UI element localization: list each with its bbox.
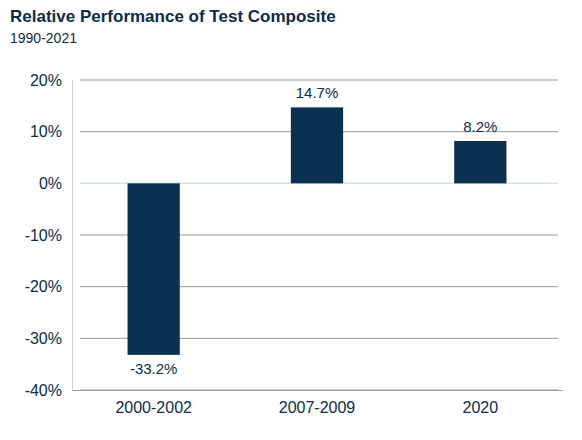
y-tick-label: -40% <box>25 382 62 399</box>
y-tick-label: -20% <box>25 278 62 295</box>
x-tick: 2020 <box>463 390 499 416</box>
y-tick: -10% <box>25 227 72 244</box>
data-label: 14.7% <box>296 84 339 101</box>
title: Relative Performance of Test Composite <box>10 7 336 26</box>
grid <box>80 80 558 390</box>
y-tick-label: 0% <box>39 175 62 192</box>
subtitle: 1990-2021 <box>10 30 77 46</box>
x-tick-label: 2020 <box>463 399 499 416</box>
y-tick: 20% <box>30 72 72 89</box>
y-axis: -40% -30% -20% -10% 0% 10% 20% <box>25 72 73 399</box>
y-tick-label: -30% <box>25 330 62 347</box>
x-tick: 2007-2009 <box>279 390 356 416</box>
grid-line <box>80 80 558 81</box>
x-tick-label: 2000-2002 <box>115 399 192 416</box>
bar <box>454 141 506 183</box>
y-tick-label: -10% <box>25 227 62 244</box>
y-tick: -30% <box>25 330 72 347</box>
x-tick-label: 2007-2009 <box>279 399 356 416</box>
data-label: -33.2% <box>130 360 178 377</box>
x-axis: 2000-2002 2007-2009 2020 <box>73 390 563 416</box>
bar <box>291 107 343 183</box>
y-tick: -20% <box>25 278 72 295</box>
data-label: 8.2% <box>463 118 497 135</box>
data-labels: -33.2% 14.7% 8.2% <box>130 84 498 376</box>
bars <box>128 107 507 354</box>
y-tick: 10% <box>30 123 72 140</box>
y-tick: 0% <box>39 175 72 192</box>
x-axis-line <box>73 390 563 391</box>
chart: Relative Performance of Test Composite 19… <box>0 0 582 440</box>
x-tick: 2000-2002 <box>115 390 192 416</box>
y-tick-label: 10% <box>30 123 62 140</box>
y-tick-label: 20% <box>30 72 62 89</box>
bar <box>128 183 180 355</box>
y-axis-line <box>72 81 73 391</box>
y-tick: -40% <box>25 382 72 399</box>
